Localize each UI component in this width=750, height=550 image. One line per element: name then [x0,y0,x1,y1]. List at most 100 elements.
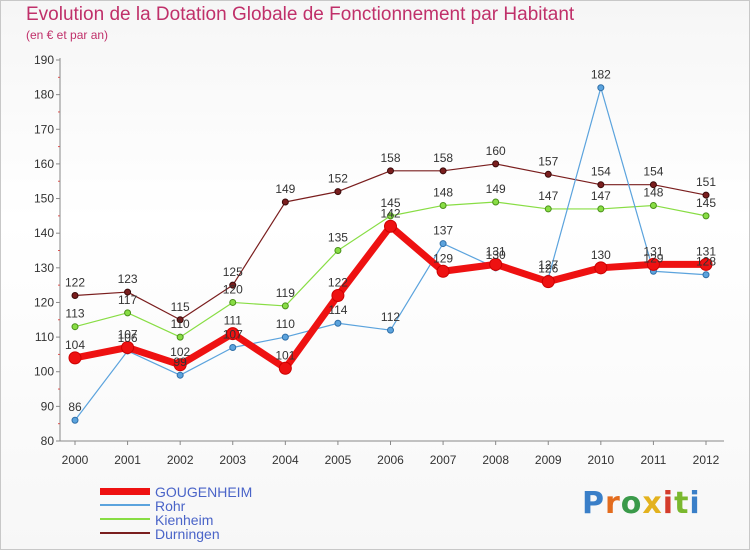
data-point-rohr [702,271,710,279]
y-tick-label: 140 [34,226,54,240]
data-point-rohr [71,416,79,424]
data-label-gougenheim: 142 [380,206,400,220]
data-point-gougenheim [226,327,240,341]
data-point-gougenheim [278,361,292,375]
data-point-durningen [597,181,605,189]
data-label-durningen: 157 [538,154,558,168]
data-point-durningen [492,160,500,168]
chart-subtitle: (en € et par an) [26,28,109,42]
data-label-kienheim: 147 [591,189,611,203]
x-tick-label: 2012 [693,453,720,467]
data-label-kienheim: 147 [538,189,558,203]
data-label-rohr: 112 [381,310,400,324]
data-point-gougenheim [646,257,660,271]
data-label-rohr: 86 [68,400,82,414]
data-label-gougenheim: 131 [696,244,716,258]
logo-letter: o [620,486,643,521]
data-label-kienheim: 120 [223,282,243,296]
data-point-gougenheim [68,351,82,365]
data-point-kienheim [124,309,132,317]
x-tick-label: 2004 [272,453,299,467]
logo-letter: i [689,486,701,521]
data-label-durningen: 125 [223,265,243,279]
data-label-rohr: 106 [118,331,138,345]
data-point-kienheim [544,205,552,213]
x-tick-label: 2011 [641,453,667,467]
data-label-gougenheim: 104 [65,338,85,352]
data-label-durningen: 122 [65,276,85,290]
data-point-durningen [649,181,657,189]
legend-label-kienheim: Kienheim [155,512,214,528]
data-label-gougenheim: 107 [118,327,138,341]
data-label-rohr: 114 [328,303,347,317]
data-point-durningen [124,288,132,296]
data-point-kienheim [492,198,500,206]
data-labels: 122 123 115 125 149 152 158 158 160 157 154 154 151 1… [65,68,716,415]
y-tick-label: 100 [34,365,54,379]
data-label-rohr: 137 [433,224,453,238]
data-label-gougenheim: 130 [591,248,611,262]
data-point-kienheim [334,247,342,254]
data-point-durningen [439,167,447,175]
x-tick-label: 2010 [587,453,614,467]
legend-swatch-kienheim [100,518,150,520]
x-tick-label: 2002 [167,453,194,467]
data-label-gougenheim: 129 [433,251,453,265]
data-point-kienheim [387,212,394,220]
data-point-rohr [439,240,447,248]
data-label-durningen: 158 [433,151,453,165]
data-point-durningen [334,188,342,196]
x-tick-label: 2006 [377,453,404,467]
x-tick-label: 2003 [219,453,246,467]
x-tick-label: 2000 [62,453,89,467]
data-point-durningen [71,292,79,300]
data-label-durningen: 158 [380,151,400,165]
data-point-durningen [229,281,237,289]
data-point-kienheim [439,201,447,209]
data-point-kienheim [281,302,289,310]
data-point-gougenheim [541,275,555,289]
legend-label-gougenheim: GOUGENHEIM [155,484,253,500]
x-tick-label: 2005 [325,453,352,467]
y-tick-label: 120 [34,295,54,309]
legend-swatch-gougenheim [100,488,150,495]
series-line-rohr [74,87,707,421]
data-label-gougenheim: 131 [643,244,663,258]
data-point-durningen [281,198,289,206]
legend-swatch-rohr [100,504,150,506]
data-point-durningen [176,316,184,324]
x-tick-label: 2009 [535,453,562,467]
data-point-gougenheim [331,289,345,303]
data-label-rohr: 182 [591,68,611,82]
y-tick-label: 180 [34,88,54,102]
data-point-gougenheim [173,358,187,372]
logo-letter: P [582,486,605,521]
data-label-durningen: 151 [696,175,716,189]
y-tick-label: 170 [34,122,54,136]
data-point-rohr [176,371,184,379]
series-lines [68,84,713,424]
data-label-kienheim: 135 [328,231,348,245]
data-label-kienheim: 117 [118,293,137,307]
data-label-rohr: 130 [486,248,506,262]
series-line-durningen [74,163,707,321]
data-point-rohr [229,343,237,351]
data-label-gougenheim: 101 [275,348,295,362]
data-label-durningen: 149 [275,182,295,196]
data-label-durningen: 115 [171,300,190,314]
data-point-gougenheim [699,257,713,271]
logo-letter: x [642,486,663,521]
data-point-gougenheim [121,340,135,354]
data-label-durningen: 123 [118,272,138,286]
data-label-durningen: 160 [486,144,506,158]
data-label-kienheim: 110 [171,317,190,331]
data-point-rohr [387,326,394,334]
data-point-gougenheim [489,257,503,271]
x-tick-label: 2001 [114,453,141,467]
data-label-durningen: 154 [643,165,663,179]
data-point-kienheim [229,298,237,306]
data-point-durningen [387,167,394,175]
data-label-kienheim: 148 [433,185,453,199]
